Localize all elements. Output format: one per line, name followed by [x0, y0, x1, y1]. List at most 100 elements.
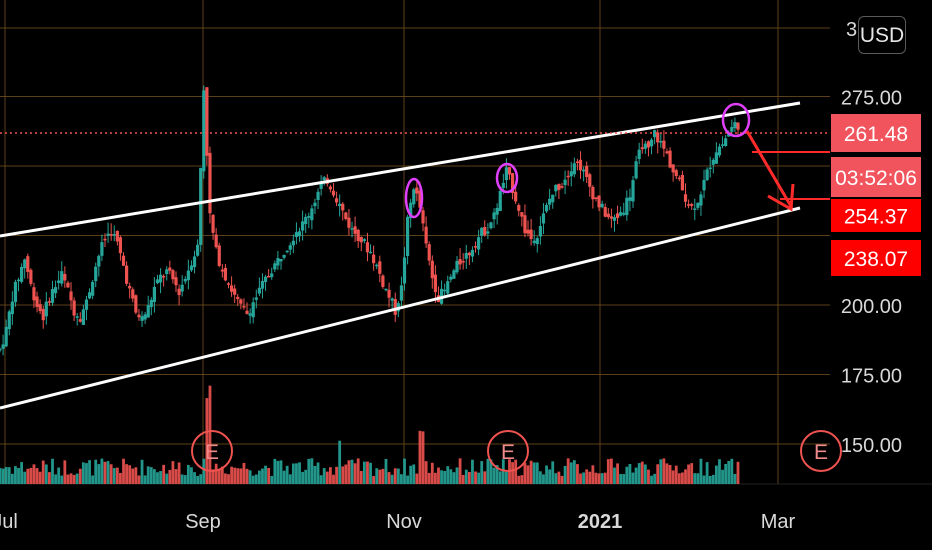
volume-bar — [14, 466, 17, 484]
volume-bar — [375, 468, 379, 484]
time-axis[interactable]: Jul Sep Nov 2021 Mar — [0, 511, 796, 533]
volume-bar — [44, 464, 48, 484]
candle-body — [569, 171, 573, 177]
candle-body — [304, 216, 308, 225]
candle-body — [162, 275, 166, 278]
volume-bar — [412, 464, 416, 484]
price-label-box — [831, 240, 921, 276]
candle-body — [26, 256, 30, 272]
candle-body — [523, 215, 527, 234]
candle-body — [174, 277, 178, 286]
volume-bar — [239, 468, 243, 484]
candle-body — [359, 236, 363, 243]
earnings-marker[interactable]: E — [487, 430, 529, 472]
candle-body — [498, 191, 502, 211]
price-label-text: 261.48 — [844, 123, 908, 146]
volume-bar — [393, 468, 397, 484]
volume-bar — [711, 474, 715, 484]
candle-body — [205, 87, 209, 156]
candle-body — [424, 226, 428, 244]
candle-body — [649, 139, 654, 147]
candle-body — [223, 267, 228, 281]
candle-body — [671, 164, 675, 173]
candle-body — [331, 190, 336, 196]
candle-body — [575, 161, 580, 164]
candle-body — [433, 274, 437, 293]
candle-body — [393, 299, 397, 315]
volume-bar — [316, 462, 320, 484]
candle-body — [563, 179, 567, 186]
volume-bar — [20, 462, 24, 484]
volume-bar — [69, 473, 73, 484]
candle-body — [585, 166, 589, 177]
volume-bar — [387, 472, 391, 484]
volume-bar — [329, 467, 332, 484]
volume-bar — [674, 465, 678, 484]
volume-bar — [17, 467, 20, 484]
volume-bar — [671, 470, 675, 484]
candle-body — [690, 204, 694, 206]
price-tick-label: 200.00 — [841, 296, 902, 318]
candle-body — [637, 149, 641, 159]
volume-bar — [582, 472, 586, 484]
candle-body — [347, 217, 351, 228]
candle-body — [168, 267, 172, 271]
volume-bar — [106, 461, 110, 484]
volume-bar — [183, 475, 187, 484]
candle-body — [32, 287, 36, 301]
candle-body — [242, 306, 246, 308]
volume-bar — [85, 463, 88, 484]
volume-bar — [433, 472, 437, 484]
candle-body — [381, 275, 385, 287]
volume-bar — [467, 471, 471, 484]
volume-bar — [48, 472, 51, 484]
candle-body — [526, 229, 530, 234]
candle-body — [588, 174, 592, 187]
candle-body — [653, 130, 657, 138]
volume-bar — [208, 385, 212, 484]
volume-bar — [261, 468, 264, 484]
candle-body — [415, 187, 419, 194]
candle-body — [16, 279, 21, 282]
currency-button[interactable]: USD — [858, 16, 906, 54]
volume-bar — [489, 459, 493, 484]
candle-body — [313, 202, 317, 207]
volume-bar — [236, 468, 240, 484]
volume-bar — [650, 475, 653, 484]
candle-body — [455, 260, 459, 273]
volume-bar — [609, 458, 613, 484]
candle-body — [399, 285, 404, 301]
volume-bar — [267, 467, 271, 484]
candle-body — [507, 167, 512, 175]
candle-body — [551, 194, 555, 203]
candle-body — [81, 309, 85, 325]
candle-body — [115, 230, 119, 242]
earnings-marker[interactable]: E — [191, 430, 233, 472]
volume-bar — [684, 469, 687, 484]
candle-body — [717, 146, 722, 156]
volume-bar — [248, 470, 252, 484]
volume-bar — [51, 458, 54, 484]
candle-body — [183, 278, 187, 282]
volume-bar — [103, 461, 107, 484]
candle-body — [699, 194, 703, 206]
volume-bar — [576, 464, 579, 484]
volume-bar — [319, 475, 323, 484]
volume-bar — [702, 475, 706, 484]
volume-bar — [424, 461, 428, 484]
candle-body — [285, 250, 289, 253]
candle-body — [78, 319, 82, 322]
candle-body — [634, 161, 638, 179]
earnings-marker[interactable]: E — [800, 430, 842, 472]
candle-body — [140, 316, 144, 321]
volume-bar — [134, 467, 138, 484]
candle-body — [390, 298, 394, 301]
candle-body — [260, 281, 265, 289]
volume-bar — [35, 468, 39, 484]
candle-body — [322, 177, 326, 181]
candle-body — [446, 281, 450, 294]
volume-bar — [727, 460, 731, 484]
